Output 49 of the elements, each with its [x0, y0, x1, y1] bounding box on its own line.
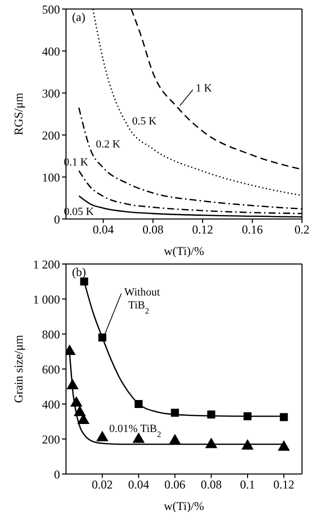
x-tick-label: 0.16 — [242, 222, 263, 237]
point — [66, 378, 79, 390]
y-tick-label: 200 — [42, 128, 60, 142]
y-tick-label: 800 — [42, 327, 60, 342]
x-tick-label: 0.1 — [240, 478, 256, 492]
point — [74, 406, 86, 416]
y-tick-label: 0 — [54, 212, 60, 226]
point — [168, 434, 181, 444]
x-tick-label: 0.12 — [192, 222, 214, 237]
point — [205, 438, 218, 448]
point — [96, 430, 108, 442]
y-axis-title: RGS/μm — [11, 92, 26, 136]
x-tick-label: 0.02 — [92, 478, 113, 492]
y-tick-label: 100 — [42, 170, 60, 184]
point — [70, 396, 82, 407]
y-tick-label: 300 — [42, 86, 60, 100]
x-tick-label: 0.06 — [164, 478, 186, 492]
y-tick-label: 600 — [42, 362, 60, 376]
x-tick-label: 0.08 — [142, 222, 164, 237]
point — [207, 410, 216, 418]
x-tick-label: 0.08 — [200, 478, 222, 492]
text: 1 K — [196, 82, 212, 95]
annotation: (b) — [72, 265, 86, 280]
point — [80, 278, 88, 286]
point — [244, 412, 252, 420]
x-tick-label: 0.04 — [128, 478, 150, 492]
point — [132, 432, 145, 443]
y-tick-label: 0 — [54, 467, 60, 482]
point — [278, 440, 290, 451]
point — [280, 413, 288, 422]
y-axis-title: Grain size/μm — [11, 334, 26, 404]
point — [98, 334, 106, 342]
y-tick-label: 1 200 — [33, 257, 60, 272]
series-label: 0.01% TiB$_{2}$ — [109, 422, 162, 438]
y-tick-label: 1 000 — [33, 292, 60, 306]
x-tick-label: 0.04 — [92, 222, 114, 237]
series-label: 0.5 K — [132, 116, 157, 128]
text: Without TiB$_{2}$ — [124, 286, 160, 315]
y-tick-label: 500 — [42, 2, 60, 16]
point — [241, 439, 254, 450]
y-tick-label: 400 — [42, 397, 60, 412]
y-tick-label: 200 — [42, 432, 60, 446]
series-label: 0.2 K — [96, 138, 120, 151]
point — [170, 408, 179, 417]
y-tick-label: 400 — [42, 44, 60, 58]
x-tick-label: 0.12 — [273, 478, 294, 492]
annotation: (a) — [72, 10, 86, 25]
point — [134, 400, 143, 408]
x-tick-label: 0.2 — [294, 222, 310, 237]
